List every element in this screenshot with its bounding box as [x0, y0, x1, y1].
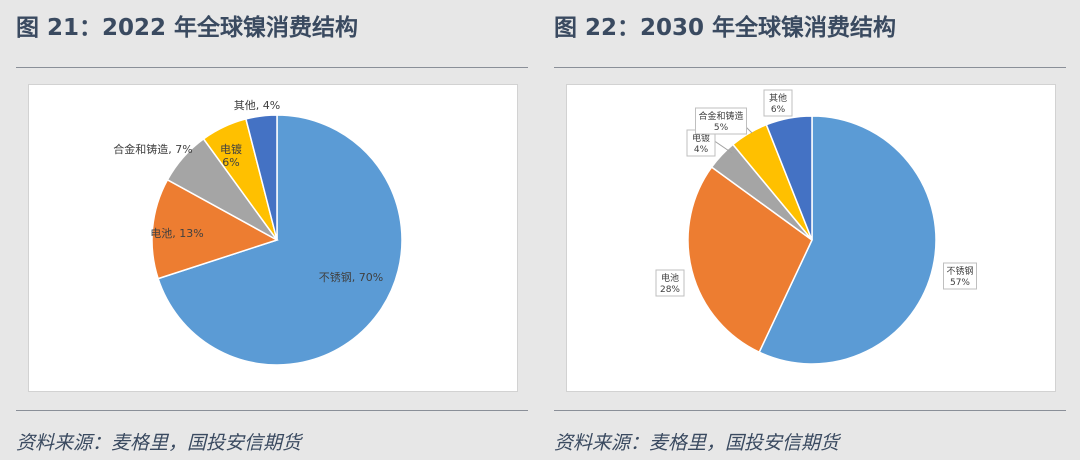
slice-label-alloy-casting: 合金和铸造, 7%	[113, 142, 192, 156]
slice-value-electroplating: 6%	[222, 156, 239, 169]
source-divider	[554, 410, 1066, 411]
chart-title-2022: 图 21：2022 年全球镍消费结构	[16, 15, 359, 41]
label-box-alloy-casting	[695, 107, 747, 135]
label-box-battery	[655, 269, 685, 297]
slice-label-battery: 电池	[661, 272, 679, 284]
slice-value-alloy-casting: 5%	[714, 123, 729, 133]
source-divider	[16, 410, 528, 411]
slice-label-stainless-steel: 不锈钢	[946, 265, 973, 277]
slice-label-electroplating: 电镀	[220, 142, 242, 156]
pie-slice-other	[765, 115, 813, 241]
slice-value-battery: 28%	[660, 285, 680, 295]
slice-label-other: 其他	[769, 92, 787, 104]
source-note-2030: 资料来源：麦格里，国投安信期货	[554, 432, 840, 454]
chart-area-2030: 不锈钢 57% 电池 28% 电镀 4% 合金和铸造 5% 其他 6%	[566, 84, 1056, 392]
slice-label-electroplating: 电镀	[692, 132, 710, 144]
slice-label-alloy-casting: 合金和铸造	[698, 110, 743, 122]
pie-slice-stainless-steel	[157, 114, 403, 366]
title-divider	[16, 67, 528, 68]
chart-title-2030: 图 22：2030 年全球镍消费结构	[554, 15, 897, 41]
chart-panel-2030: 图 22：2030 年全球镍消费结构 不锈钢 57% 电池 28% 电镀 4% 合金和铸造 5…	[554, 0, 1066, 460]
leader-line-electroplating	[712, 139, 733, 154]
label-box-stainless-steel	[943, 262, 977, 290]
slice-label-stainless-steel: 不锈钢, 70%	[319, 271, 383, 284]
pie-slice-other	[244, 114, 278, 241]
title-divider	[554, 67, 1066, 68]
pie-slice-stainless-steel	[758, 115, 937, 365]
slice-label-other: 其他, 4%	[234, 99, 280, 112]
slice-label-battery: 电池, 13%	[150, 227, 203, 240]
slice-value-stainless-steel: 57%	[950, 278, 970, 288]
slice-value-other: 6%	[771, 105, 786, 115]
label-box-other	[763, 89, 793, 117]
source-note-2022: 资料来源：麦格里，国投安信期货	[16, 432, 302, 454]
chart-area-2022: 不锈钢, 70% 电池, 13% 合金和铸造, 7% 电镀 6% 其他, 4%	[28, 84, 518, 392]
chart-panel-2022: 图 21：2022 年全球镍消费结构 不锈钢, 70% 电池, 13% 合金和铸造,…	[16, 0, 528, 460]
pie-slice-battery	[151, 178, 279, 280]
pie-chart-2022: 不锈钢, 70% 电池, 13% 合金和铸造, 7% 电镀6% 其他, 4%	[113, 99, 403, 366]
pie-slice-battery	[687, 166, 813, 354]
slice-value-electroplating: 4%	[694, 145, 709, 155]
